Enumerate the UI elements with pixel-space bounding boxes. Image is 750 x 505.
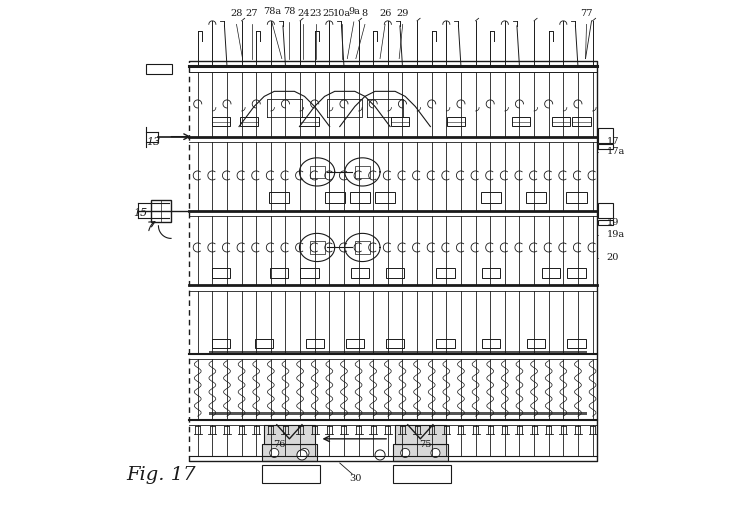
Bar xyxy=(146,64,172,74)
Bar xyxy=(393,444,448,462)
Bar xyxy=(393,465,451,483)
Bar xyxy=(526,192,546,203)
Circle shape xyxy=(400,448,410,458)
Bar xyxy=(568,268,586,278)
Text: 30: 30 xyxy=(350,474,362,483)
Bar xyxy=(301,117,319,126)
Text: 24: 24 xyxy=(297,9,310,18)
Text: 78: 78 xyxy=(284,7,296,16)
Bar xyxy=(572,117,590,126)
Circle shape xyxy=(270,448,279,458)
Text: 9a: 9a xyxy=(348,7,360,16)
Bar xyxy=(209,351,586,355)
Bar xyxy=(351,268,369,278)
Bar xyxy=(240,117,258,126)
Bar xyxy=(446,117,465,126)
Bar xyxy=(436,339,454,348)
Circle shape xyxy=(375,450,385,460)
Circle shape xyxy=(300,448,309,458)
Bar xyxy=(542,268,560,278)
Bar xyxy=(209,412,586,415)
Bar xyxy=(350,192,370,203)
Bar xyxy=(355,166,370,178)
Bar xyxy=(151,199,171,222)
Bar xyxy=(262,465,320,483)
Text: 10a: 10a xyxy=(333,9,351,18)
Text: 13: 13 xyxy=(146,137,160,147)
Bar xyxy=(482,268,500,278)
Bar xyxy=(566,192,586,203)
Bar xyxy=(482,339,500,348)
Text: 26: 26 xyxy=(379,9,392,18)
Text: 25: 25 xyxy=(322,9,334,18)
Text: 17: 17 xyxy=(607,137,619,146)
Text: 23: 23 xyxy=(310,9,322,18)
Bar xyxy=(391,117,410,126)
Bar xyxy=(481,192,501,203)
Bar xyxy=(436,268,454,278)
Text: 20: 20 xyxy=(607,253,619,262)
Text: 17a: 17a xyxy=(607,147,625,156)
Bar xyxy=(325,192,345,203)
Circle shape xyxy=(297,450,307,460)
Bar xyxy=(310,241,325,254)
Bar xyxy=(264,425,314,444)
Text: 19: 19 xyxy=(607,218,619,227)
Bar xyxy=(269,192,290,203)
Text: 8: 8 xyxy=(362,9,368,18)
Bar xyxy=(346,339,364,348)
Bar xyxy=(212,117,230,126)
Bar xyxy=(386,339,404,348)
Bar xyxy=(527,339,545,348)
Text: 75: 75 xyxy=(419,440,431,449)
Bar xyxy=(375,192,395,203)
Bar xyxy=(568,339,586,348)
Bar xyxy=(212,339,230,348)
Text: 27: 27 xyxy=(245,9,258,18)
Bar xyxy=(310,166,325,178)
Bar xyxy=(512,117,530,126)
Bar xyxy=(395,425,445,444)
Bar xyxy=(598,220,613,225)
Circle shape xyxy=(431,448,440,458)
Bar xyxy=(598,128,613,143)
Bar xyxy=(598,203,613,218)
Bar xyxy=(262,444,317,462)
Text: 19a: 19a xyxy=(607,230,625,239)
Bar xyxy=(598,144,613,149)
Text: 76: 76 xyxy=(273,440,286,449)
Bar xyxy=(255,339,273,348)
Bar xyxy=(386,268,404,278)
Bar xyxy=(305,339,324,348)
Bar xyxy=(270,268,289,278)
Text: 28: 28 xyxy=(230,9,243,18)
Bar xyxy=(301,268,319,278)
Text: 15: 15 xyxy=(134,208,148,218)
Text: 78a: 78a xyxy=(262,7,280,16)
Text: 29: 29 xyxy=(397,9,409,18)
Bar xyxy=(212,268,230,278)
Text: 77: 77 xyxy=(580,9,592,18)
Bar xyxy=(552,117,571,126)
Text: Fig. 17: Fig. 17 xyxy=(126,466,196,484)
Bar xyxy=(355,241,370,254)
